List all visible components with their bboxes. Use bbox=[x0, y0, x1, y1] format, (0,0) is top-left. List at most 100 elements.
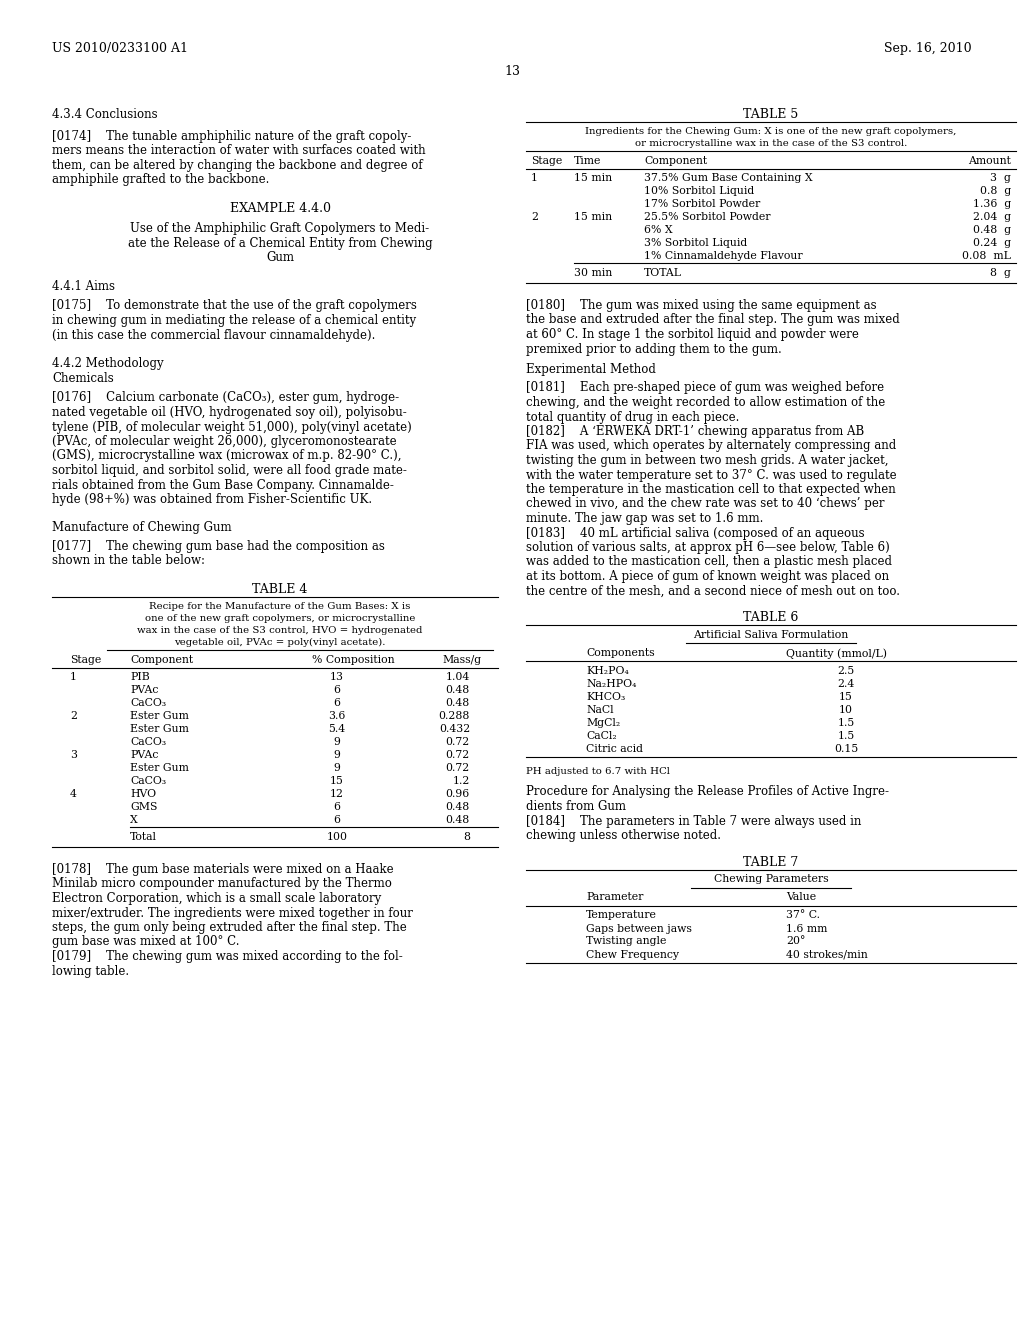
Text: 6: 6 bbox=[334, 814, 341, 825]
Text: 9: 9 bbox=[334, 763, 340, 774]
Text: Chew Frequency: Chew Frequency bbox=[586, 949, 679, 960]
Text: X: X bbox=[130, 814, 138, 825]
Text: [0181]    Each pre-shaped piece of gum was weighed before: [0181] Each pre-shaped piece of gum was … bbox=[526, 381, 884, 395]
Text: Quantity (mmol/L): Quantity (mmol/L) bbox=[786, 648, 887, 659]
Text: 4.4.1 Aims: 4.4.1 Aims bbox=[52, 280, 115, 293]
Text: PH adjusted to 6.7 with HCl: PH adjusted to 6.7 with HCl bbox=[526, 767, 670, 776]
Text: 3% Sorbitol Liquid: 3% Sorbitol Liquid bbox=[644, 238, 748, 248]
Text: Experimental Method: Experimental Method bbox=[526, 363, 656, 376]
Text: 0.48: 0.48 bbox=[445, 698, 470, 708]
Text: [0174]    The tunable amphiphilic nature of the graft copoly-: [0174] The tunable amphiphilic nature of… bbox=[52, 129, 412, 143]
Text: US 2010/0233100 A1: US 2010/0233100 A1 bbox=[52, 42, 188, 55]
Text: 1.04: 1.04 bbox=[445, 672, 470, 682]
Text: 1: 1 bbox=[531, 173, 538, 183]
Text: Amount: Amount bbox=[968, 156, 1011, 166]
Text: 0.96: 0.96 bbox=[445, 789, 470, 799]
Text: twisting the gum in between two mesh grids. A water jacket,: twisting the gum in between two mesh gri… bbox=[526, 454, 889, 467]
Text: 1.2: 1.2 bbox=[453, 776, 470, 785]
Text: 0.48: 0.48 bbox=[445, 685, 470, 696]
Text: chewing unless otherwise noted.: chewing unless otherwise noted. bbox=[526, 829, 721, 842]
Text: or microcrystalline wax in the case of the S3 control.: or microcrystalline wax in the case of t… bbox=[635, 139, 907, 148]
Text: 40 strokes/min: 40 strokes/min bbox=[786, 949, 867, 960]
Text: 8: 8 bbox=[463, 832, 470, 842]
Text: 30 min: 30 min bbox=[574, 268, 612, 279]
Text: lowing table.: lowing table. bbox=[52, 965, 129, 978]
Text: Value: Value bbox=[786, 892, 816, 903]
Text: 13: 13 bbox=[330, 672, 344, 682]
Text: 1: 1 bbox=[70, 672, 77, 682]
Text: 6: 6 bbox=[334, 685, 341, 696]
Text: CaCl₂: CaCl₂ bbox=[586, 731, 616, 741]
Text: FIA was used, which operates by alternately compressing and: FIA was used, which operates by alternat… bbox=[526, 440, 896, 453]
Text: Citric acid: Citric acid bbox=[586, 744, 643, 754]
Text: 0.48  g: 0.48 g bbox=[973, 224, 1011, 235]
Text: was added to the mastication cell, then a plastic mesh placed: was added to the mastication cell, then … bbox=[526, 556, 892, 569]
Text: Recipe for the Manufacture of the Gum Bases: X is: Recipe for the Manufacture of the Gum Ba… bbox=[150, 602, 411, 611]
Text: mers means the interaction of water with surfaces coated with: mers means the interaction of water with… bbox=[52, 144, 426, 157]
Text: Parameter: Parameter bbox=[586, 892, 643, 903]
Text: 0.72: 0.72 bbox=[445, 737, 470, 747]
Text: Ingredients for the Chewing Gum: X is one of the new graft copolymers,: Ingredients for the Chewing Gum: X is on… bbox=[586, 127, 956, 136]
Text: Artificial Saliva Formulation: Artificial Saliva Formulation bbox=[693, 630, 849, 640]
Text: 4: 4 bbox=[70, 789, 77, 799]
Text: 3.6: 3.6 bbox=[329, 711, 346, 721]
Text: [0183]    40 mL artificial saliva (composed of an aqueous: [0183] 40 mL artificial saliva (composed… bbox=[526, 527, 864, 540]
Text: 2.04  g: 2.04 g bbox=[973, 213, 1011, 222]
Text: 0.48: 0.48 bbox=[445, 803, 470, 812]
Text: 6: 6 bbox=[334, 803, 341, 812]
Text: Electron Corporation, which is a small scale laboratory: Electron Corporation, which is a small s… bbox=[52, 892, 381, 906]
Text: minute. The jaw gap was set to 1.6 mm.: minute. The jaw gap was set to 1.6 mm. bbox=[526, 512, 763, 525]
Text: premixed prior to adding them to the gum.: premixed prior to adding them to the gum… bbox=[526, 342, 781, 355]
Text: CaCO₃: CaCO₃ bbox=[130, 776, 166, 785]
Text: 12: 12 bbox=[330, 789, 344, 799]
Text: tylene (PIB, of molecular weight 51,000), poly(vinyl acetate): tylene (PIB, of molecular weight 51,000)… bbox=[52, 421, 412, 433]
Text: 0.72: 0.72 bbox=[445, 750, 470, 760]
Text: 100: 100 bbox=[327, 832, 347, 842]
Text: PVAc: PVAc bbox=[130, 750, 159, 760]
Text: sorbitol liquid, and sorbitol solid, were all food grade mate-: sorbitol liquid, and sorbitol solid, wer… bbox=[52, 465, 407, 477]
Text: 15 min: 15 min bbox=[574, 173, 612, 183]
Text: [0178]    The gum base materials were mixed on a Haake: [0178] The gum base materials were mixed… bbox=[52, 863, 393, 876]
Text: Minilab micro compounder manufactured by the Thermo: Minilab micro compounder manufactured by… bbox=[52, 878, 392, 891]
Text: 17% Sorbitol Powder: 17% Sorbitol Powder bbox=[644, 199, 760, 209]
Text: TOTAL: TOTAL bbox=[644, 268, 682, 279]
Text: Total: Total bbox=[130, 832, 157, 842]
Text: Temperature: Temperature bbox=[586, 911, 656, 920]
Text: [0175]    To demonstrate that the use of the graft copolymers: [0175] To demonstrate that the use of th… bbox=[52, 300, 417, 313]
Text: Stage: Stage bbox=[531, 156, 562, 166]
Text: 0.08  mL: 0.08 mL bbox=[963, 251, 1011, 261]
Text: 1% Cinnamaldehyde Flavour: 1% Cinnamaldehyde Flavour bbox=[644, 251, 803, 261]
Text: nated vegetable oil (HVO, hydrogenated soy oil), polyisobu-: nated vegetable oil (HVO, hydrogenated s… bbox=[52, 407, 407, 418]
Text: (in this case the commercial flavour cinnamaldehyde).: (in this case the commercial flavour cin… bbox=[52, 329, 376, 342]
Text: (GMS), microcrystalline wax (microwax of m.p. 82-90° C.),: (GMS), microcrystalline wax (microwax of… bbox=[52, 450, 401, 462]
Text: 2: 2 bbox=[531, 213, 538, 222]
Text: Manufacture of Chewing Gum: Manufacture of Chewing Gum bbox=[52, 521, 231, 535]
Text: Component: Component bbox=[644, 156, 708, 166]
Text: KH₂PO₄: KH₂PO₄ bbox=[586, 667, 629, 676]
Text: rials obtained from the Gum Base Company. Cinnamalde-: rials obtained from the Gum Base Company… bbox=[52, 479, 394, 491]
Text: 1.36  g: 1.36 g bbox=[973, 199, 1011, 209]
Text: Ester Gum: Ester Gum bbox=[130, 711, 188, 721]
Text: 37° C.: 37° C. bbox=[786, 911, 820, 920]
Text: 1.5: 1.5 bbox=[838, 718, 855, 729]
Text: Na₂HPO₄: Na₂HPO₄ bbox=[586, 678, 636, 689]
Text: 0.72: 0.72 bbox=[445, 763, 470, 774]
Text: Components: Components bbox=[586, 648, 654, 657]
Text: total quantity of drug in each piece.: total quantity of drug in each piece. bbox=[526, 411, 739, 424]
Text: Mass/g: Mass/g bbox=[442, 655, 481, 665]
Text: GMS: GMS bbox=[130, 803, 158, 812]
Text: chewed in vivo, and the chew rate was set to 40 ‘chews’ per: chewed in vivo, and the chew rate was se… bbox=[526, 498, 885, 511]
Text: 4.4.2 Methodology: 4.4.2 Methodology bbox=[52, 356, 164, 370]
Text: at 60° C. In stage 1 the sorbitol liquid and powder were: at 60° C. In stage 1 the sorbitol liquid… bbox=[526, 327, 859, 341]
Text: 0.48: 0.48 bbox=[445, 814, 470, 825]
Text: dients from Gum: dients from Gum bbox=[526, 800, 626, 813]
Text: wax in the case of the S3 control, HVO = hydrogenated: wax in the case of the S3 control, HVO =… bbox=[137, 626, 423, 635]
Text: 0.8  g: 0.8 g bbox=[980, 186, 1011, 195]
Text: with the water temperature set to 37° C. was used to regulate: with the water temperature set to 37° C.… bbox=[526, 469, 897, 482]
Text: 5.4: 5.4 bbox=[329, 723, 345, 734]
Text: MgCl₂: MgCl₂ bbox=[586, 718, 621, 729]
Text: solution of various salts, at approx pH 6—see below, Table 6): solution of various salts, at approx pH … bbox=[526, 541, 890, 554]
Text: Gum: Gum bbox=[266, 251, 294, 264]
Text: Sep. 16, 2010: Sep. 16, 2010 bbox=[885, 42, 972, 55]
Text: Use of the Amphiphilic Graft Copolymers to Medi-: Use of the Amphiphilic Graft Copolymers … bbox=[130, 222, 429, 235]
